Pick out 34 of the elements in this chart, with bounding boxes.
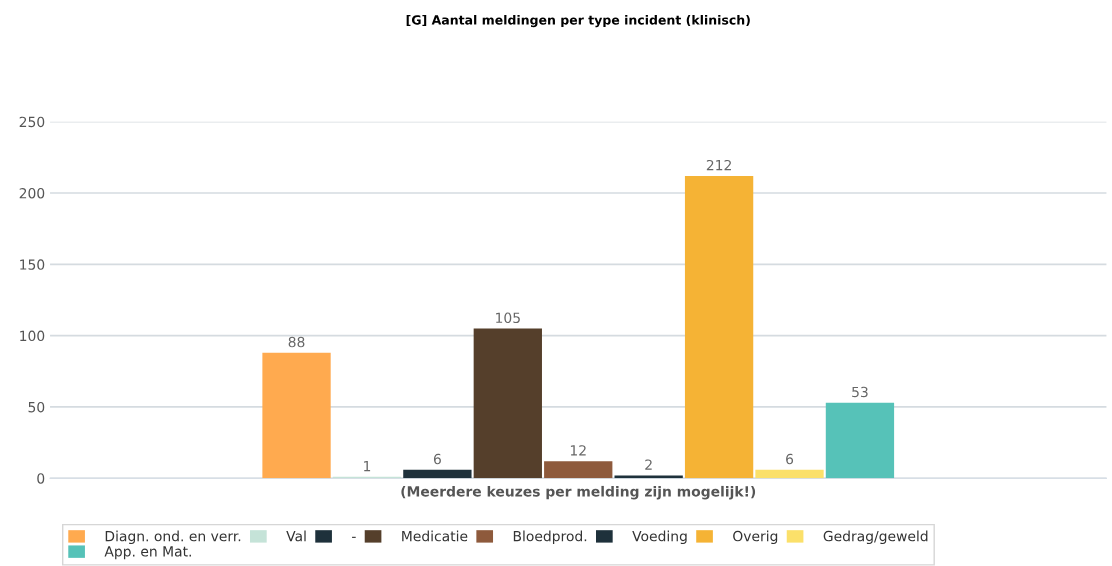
- data-label: 105: [496, 312, 520, 324]
- y-tick-label: 250: [19, 116, 45, 128]
- y-tick-label: 0: [37, 473, 45, 484]
- bar: [825, 402, 895, 479]
- legend-label: -: [352, 536, 356, 538]
- data-label: 212: [706, 159, 731, 171]
- bar: [262, 352, 331, 479]
- legend-label: Medicatie: [402, 530, 468, 542]
- data-label: 12: [570, 445, 586, 456]
- legend-label: Voeding: [632, 530, 687, 545]
- legend-label: Val: [286, 530, 306, 542]
- data-label: 53: [852, 386, 868, 398]
- data-label: 2: [645, 459, 652, 470]
- data-label: 6: [786, 453, 794, 465]
- legend-label: App. en Mat.: [104, 546, 191, 560]
- x-axis-title: (Meerdere keuzes per melding zijn mogelijk!): [401, 485, 756, 500]
- y-tick-label: 150: [20, 259, 45, 270]
- legend-label: Diagn. ond. en verr.: [105, 530, 241, 545]
- bar: [684, 175, 754, 479]
- data-label: 1: [364, 461, 371, 472]
- chart-title: [G] Aantal meldingen per type incident (klinisch): [406, 14, 750, 28]
- bar: [755, 469, 824, 479]
- bar: [473, 328, 542, 479]
- y-tick-label: 50: [28, 401, 45, 413]
- legend-label: Overig: [733, 530, 778, 545]
- bar: [403, 469, 472, 479]
- legend-label: Gedrag/geweld: [823, 530, 928, 545]
- data-label: 6: [433, 453, 441, 465]
- data-label: 88: [288, 336, 305, 348]
- y-tick-label: 100: [20, 330, 45, 342]
- legend-label: Bloedprod.: [513, 530, 587, 545]
- bar: [614, 475, 683, 479]
- y-tick-label: 200: [19, 187, 45, 199]
- bar: [544, 461, 613, 479]
